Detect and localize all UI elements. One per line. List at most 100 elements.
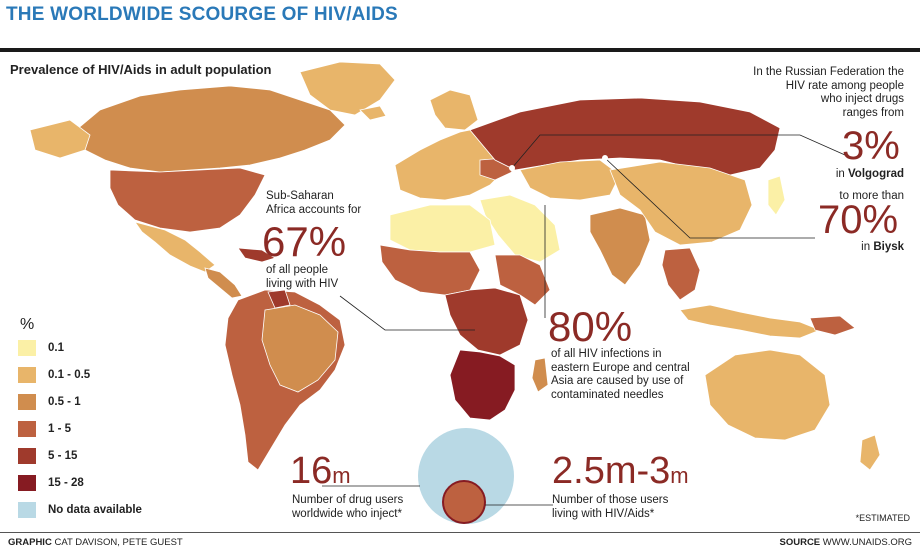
title-rule — [0, 48, 920, 52]
footer-rule — [0, 532, 920, 533]
africa-callout-line — [339, 295, 475, 331]
legend-item: 15 - 28 — [18, 475, 84, 491]
footer-credit: GRAPHIC CAT DAVISON, PETE GUEST — [8, 537, 183, 548]
legend-label: 15 - 28 — [48, 477, 84, 489]
hiv-users-circle — [442, 480, 486, 524]
russia-high-in: in — [861, 241, 871, 253]
legend-swatch — [18, 475, 36, 491]
living-text: Number of those users living with HIV/Ai… — [552, 494, 668, 521]
legend-item: 0.5 - 1 — [18, 394, 81, 410]
region-india — [589, 207, 651, 286]
russia-marker-volgograd — [509, 165, 515, 171]
russia-low-city-line: in Volgograd — [820, 168, 904, 182]
region-indonesia — [679, 304, 822, 339]
region-alaska — [29, 119, 91, 159]
europe-text: of all HIV infections in eastern Europe … — [551, 348, 690, 402]
africa-intro: Sub-Saharan Africa accounts for — [266, 190, 361, 217]
region-canada — [69, 85, 346, 173]
russia-intro-line: who inject drugs — [820, 93, 904, 105]
russia-high-value: 70% — [818, 198, 899, 242]
region-north-africa — [389, 204, 496, 253]
legend-swatch — [18, 340, 36, 356]
region-madagascar — [531, 357, 549, 393]
region-east-africa — [494, 254, 551, 306]
region-scandinavia — [429, 89, 479, 131]
region-brazil — [261, 304, 339, 393]
users-unit: m — [332, 463, 351, 488]
russia-low-prefix: in — [835, 168, 845, 180]
russia-callout-line-high — [604, 157, 815, 239]
europe-value: 80% — [548, 303, 633, 350]
russia-high-city-line: in Biysk — [820, 241, 904, 255]
legend-item: 5 - 15 — [18, 448, 77, 464]
users-text-line: Number of drug users — [292, 494, 404, 506]
legend-swatch — [18, 502, 36, 518]
map-subtitle: Prevalence of HIV/Aids in adult populati… — [10, 62, 272, 77]
legend-item: 0.1 — [18, 340, 64, 356]
estimated-note: *ESTIMATED — [855, 513, 910, 523]
europe-text-line: contaminated needles — [551, 388, 664, 401]
region-central-asia — [519, 159, 621, 201]
russia-low-value: 3% — [842, 124, 900, 168]
users-text: Number of drug users worldwide who injec… — [292, 494, 403, 521]
africa-value: 67% — [262, 218, 347, 265]
europe-text-line: eastern Europe and central — [551, 361, 690, 374]
region-mexico — [134, 221, 216, 273]
legend-swatch — [18, 394, 36, 410]
world-map — [29, 61, 881, 524]
russia-high-prefix: to more than — [839, 190, 904, 202]
legend-label: 5 - 15 — [48, 450, 78, 462]
legend-item: 1 - 5 — [18, 421, 71, 437]
region-southeast-asia — [661, 247, 701, 301]
russia-intro-line: In the Russian Federation the — [753, 66, 904, 78]
region-southern-africa — [449, 349, 516, 421]
footer-source: SOURCE WWW.UNAIDS.ORG — [740, 537, 913, 548]
region-new-guinea — [809, 315, 856, 336]
region-australia — [704, 349, 831, 441]
region-central-africa — [444, 287, 529, 356]
africa-outro-line: living with HIV — [266, 277, 339, 290]
africa-outro-line: of all people — [266, 264, 329, 276]
region-west-africa — [379, 244, 481, 296]
russia-intro-line: HIV rate among people — [785, 79, 904, 92]
legend-label: 0.1 - 0.5 — [48, 369, 91, 381]
russia-low-city: Volgograd — [847, 168, 904, 180]
region-middle-east — [479, 194, 561, 263]
legend-swatch — [18, 448, 36, 464]
footer-graphic-names: CAT DAVISON, PETE GUEST — [54, 537, 183, 548]
legend-label: No data available — [48, 504, 142, 516]
footer-source-value: WWW.UNAIDS.ORG — [822, 537, 912, 548]
legend-label: 0.1 — [48, 342, 64, 354]
russia-callout-line-low — [511, 134, 846, 169]
users-value-line: 16m — [290, 450, 351, 497]
legend-swatch — [18, 367, 36, 383]
region-caribbean — [237, 247, 276, 263]
legend-item: 0.1 - 0.5 — [18, 367, 90, 383]
region-greenland — [299, 61, 396, 116]
russia-high-city: Biysk — [873, 241, 904, 253]
region-iceland — [359, 105, 387, 121]
living-text-line: Number of those users — [552, 494, 669, 506]
drug-users-circle — [418, 428, 514, 524]
legend-unit: % — [20, 316, 35, 333]
europe-text-line: of all HIV infections in — [551, 348, 662, 360]
footer-graphic-label: GRAPHIC — [8, 537, 52, 548]
users-text-line: worldwide who inject* — [292, 507, 402, 520]
users-value: 16 — [290, 450, 333, 492]
europe-text-line: Asia are caused by use of — [551, 375, 684, 387]
legend-item: No data available — [18, 502, 142, 518]
living-unit: m — [670, 463, 689, 488]
region-central-america — [204, 267, 243, 299]
living-text-line: living with HIV/Aids* — [552, 507, 655, 520]
legend-label: 1 - 5 — [48, 423, 72, 435]
russia-intro-line: ranges from — [842, 106, 904, 119]
africa-intro-line: Sub-Saharan — [266, 190, 334, 202]
africa-outro: of all people living with HIV — [266, 264, 338, 291]
region-japan — [767, 175, 786, 216]
page-title: THE WORLDWIDE SCOURGE OF HIV/AIDS — [6, 4, 398, 25]
footer-source-label: SOURCE — [779, 537, 821, 548]
living-value-line: 2.5m-3m — [552, 450, 689, 497]
legend-swatch — [18, 421, 36, 437]
region-usa — [109, 167, 266, 233]
region-guyana — [267, 289, 291, 309]
